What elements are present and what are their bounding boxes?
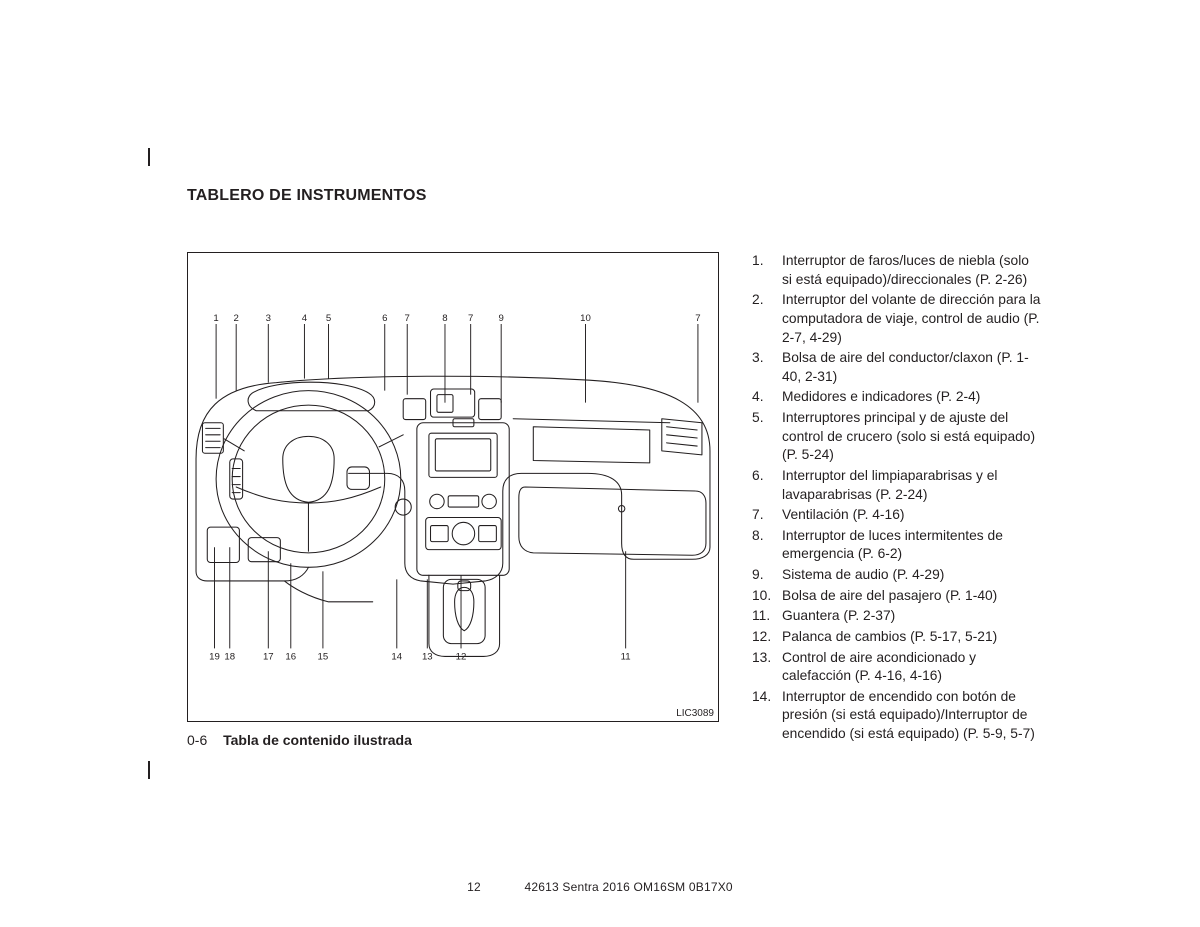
list-item: Interruptor de luces intermitentes de em… xyxy=(752,527,1042,564)
list-item-text: Interruptor del volante de dirección par… xyxy=(782,292,1040,344)
list-item: Medidores e indicadores (P. 2-4) xyxy=(752,388,1042,407)
figure-bottom-label: 19 xyxy=(209,652,220,663)
figure-caption: 0-6 Tabla de contenido ilustrada xyxy=(187,732,412,748)
figure-bottom-label: 17 xyxy=(263,652,274,663)
list-item-text: Sistema de audio (P. 4-29) xyxy=(782,567,944,582)
list-item-text: Ventilación (P. 4-16) xyxy=(782,507,904,522)
figure-top-label: 8 xyxy=(442,313,447,324)
footer-doc-id: 42613 Sentra 2016 OM16SM 0B17X0 xyxy=(524,880,732,894)
list-item-text: Bolsa de aire del pasajero (P. 1-40) xyxy=(782,588,997,603)
list-item: Interruptor del volante de dirección par… xyxy=(752,291,1042,347)
page: TABLERO DE INSTRUMENTOS xyxy=(0,0,1200,927)
list-item-text: Control de aire acondicionado y calefacc… xyxy=(782,650,976,684)
list-item: Palanca de cambios (P. 5-17, 5-21) xyxy=(752,628,1042,647)
crop-mark xyxy=(148,761,150,779)
page-ref: 0-6 xyxy=(187,732,207,748)
footer: 12 42613 Sentra 2016 OM16SM 0B17X0 xyxy=(0,880,1200,894)
list-item-text: Interruptor de luces intermitentes de em… xyxy=(782,528,1003,562)
figure-top-label: 7 xyxy=(695,313,700,324)
list-item-text: Palanca de cambios (P. 5-17, 5-21) xyxy=(782,629,997,644)
figure-bottom-label: 18 xyxy=(224,652,235,663)
dashboard-svg: 1234567879107191817161514131211 xyxy=(188,253,718,721)
list-item: Interruptor del limpiaparabrisas y el la… xyxy=(752,467,1042,504)
list-item: Bolsa de aire del conductor/claxon (P. 1… xyxy=(752,349,1042,386)
list-item-text: Bolsa de aire del conductor/claxon (P. 1… xyxy=(782,350,1029,384)
figure-top-label: 9 xyxy=(499,313,504,324)
figure-bottom-label: 11 xyxy=(621,652,631,663)
list-item: Interruptores principal y de ajuste del … xyxy=(752,409,1042,465)
section-title: TABLERO DE INSTRUMENTOS xyxy=(187,187,427,205)
dashboard-illustration: 1234567879107191817161514131211 LIC3089 xyxy=(187,252,719,722)
list-item: Interruptor de faros/luces de niebla (so… xyxy=(752,252,1042,289)
list-item: Control de aire acondicionado y calefacc… xyxy=(752,649,1042,686)
caption-text: Tabla de contenido ilustrada xyxy=(223,732,412,748)
figure-top-label: 5 xyxy=(326,313,331,324)
list-item: Interruptor de encendido con botón de pr… xyxy=(752,688,1042,744)
figure-top-label: 7 xyxy=(468,313,473,324)
figure-bottom-label: 16 xyxy=(285,652,296,663)
figure-bottom-label: 14 xyxy=(391,652,402,663)
list-item-text: Medidores e indicadores (P. 2-4) xyxy=(782,389,980,404)
figure-top-label: 3 xyxy=(266,313,271,324)
list-item-text: Guantera (P. 2-37) xyxy=(782,608,895,623)
list-item-text: Interruptor de encendido con botón de pr… xyxy=(782,689,1035,741)
figure-bottom-label: 15 xyxy=(318,652,329,663)
figure-top-label: 10 xyxy=(580,313,591,324)
callout-list: Interruptor de faros/luces de niebla (so… xyxy=(752,252,1042,746)
figure-top-label: 7 xyxy=(405,313,410,324)
list-item-text: Interruptor del limpiaparabrisas y el la… xyxy=(782,468,997,502)
figure-top-label: 2 xyxy=(234,313,239,324)
figure-top-label: 4 xyxy=(302,313,308,324)
list-item-text: Interruptores principal y de ajuste del … xyxy=(782,410,1035,462)
list-item: Bolsa de aire del pasajero (P. 1-40) xyxy=(752,587,1042,606)
figure-bottom-label: 12 xyxy=(456,652,467,663)
figure-top-label: 6 xyxy=(382,313,387,324)
figure-bottom-label: 13 xyxy=(422,652,433,663)
figure-top-label: 1 xyxy=(213,313,218,324)
footer-page: 12 xyxy=(467,880,481,894)
list-item: Ventilación (P. 4-16) xyxy=(752,506,1042,525)
list-item: Sistema de audio (P. 4-29) xyxy=(752,566,1042,585)
list-item-text: Interruptor de faros/luces de niebla (so… xyxy=(782,253,1029,287)
crop-mark xyxy=(148,148,150,166)
list-item: Guantera (P. 2-37) xyxy=(752,607,1042,626)
figure-code: LIC3089 xyxy=(676,708,714,719)
